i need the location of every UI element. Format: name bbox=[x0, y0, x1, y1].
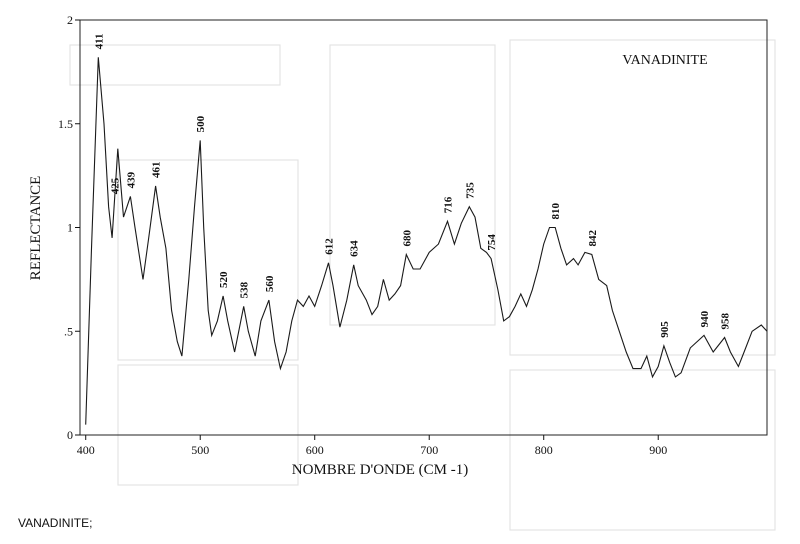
peak-label: 940 bbox=[699, 310, 711, 327]
y-tick-label: .5 bbox=[64, 324, 73, 338]
chart-title: VANADINITE bbox=[622, 53, 707, 68]
spectrum-line bbox=[85, 57, 768, 425]
peak-label: 735 bbox=[464, 182, 476, 199]
peak-label: 716 bbox=[443, 196, 455, 213]
x-tick-label: 500 bbox=[191, 443, 209, 457]
y-axis-label: REFLECTANCE bbox=[28, 176, 44, 281]
y-tick-label: 1 bbox=[67, 221, 73, 235]
peak-label: 680 bbox=[401, 229, 413, 246]
peak-label: 612 bbox=[323, 238, 335, 255]
plot-frame bbox=[79, 19, 768, 436]
peak-label: 634 bbox=[349, 240, 361, 257]
x-tick-label: 700 bbox=[420, 443, 438, 457]
peak-label: 958 bbox=[720, 312, 732, 329]
peak-label: 520 bbox=[218, 271, 230, 288]
x-tick-label: 400 bbox=[77, 443, 95, 457]
peak-label: 560 bbox=[264, 275, 276, 292]
x-axis-label: NOMBRE D'ONDE (CM -1) bbox=[292, 462, 468, 478]
peak-label: 905 bbox=[659, 321, 671, 338]
peak-label: 500 bbox=[195, 115, 207, 132]
peak-label: 439 bbox=[125, 171, 137, 188]
peak-label: 754 bbox=[486, 234, 498, 251]
y-tick-label: 1.5 bbox=[58, 117, 73, 131]
x-tick-label: 900 bbox=[649, 443, 667, 457]
peak-label: 538 bbox=[239, 281, 251, 298]
peak-label: 461 bbox=[151, 162, 163, 179]
x-tick-label: 800 bbox=[535, 443, 553, 457]
y-tick-label: 0 bbox=[67, 428, 73, 442]
peak-label: 842 bbox=[587, 229, 599, 246]
background-form bbox=[69, 39, 776, 531]
caption: VANADINITE; bbox=[18, 516, 92, 530]
peak-label: 411 bbox=[93, 33, 105, 49]
x-tick-label: 600 bbox=[306, 443, 324, 457]
peak-label: 425 bbox=[109, 177, 121, 194]
y-tick-label: 2 bbox=[67, 13, 73, 27]
peak-label: 810 bbox=[550, 203, 562, 220]
